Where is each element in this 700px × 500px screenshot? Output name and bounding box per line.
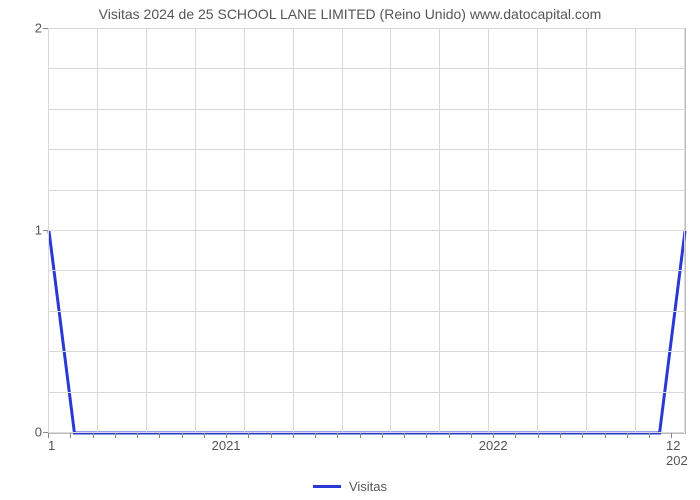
x-tick-label: 2022 <box>479 438 508 453</box>
grid-line-v <box>684 28 685 432</box>
grid-line-v <box>48 28 49 432</box>
y-tick-label: 2 <box>24 21 42 36</box>
x-tick-mark <box>70 433 71 438</box>
grid-line-h <box>48 230 684 231</box>
x-tick-mark <box>605 433 606 438</box>
grid-line-v <box>146 28 147 432</box>
grid-line-h <box>48 270 684 271</box>
grid-line-h <box>48 432 684 433</box>
series-line <box>49 29 685 433</box>
y-tick-mark <box>43 230 48 231</box>
y-tick-mark <box>43 28 48 29</box>
x-tick-mark <box>248 433 249 438</box>
x-tick-mark <box>159 433 160 438</box>
chart-title: Visitas 2024 de 25 SCHOOL LANE LIMITED (… <box>0 6 700 22</box>
x-tick-mark <box>93 433 94 438</box>
x-tick-mark <box>538 433 539 438</box>
grid-line-v <box>390 28 391 432</box>
grid-line-v <box>195 28 196 432</box>
grid-line-h <box>48 351 684 352</box>
x-tick-mark <box>115 433 116 438</box>
grid-line-h <box>48 68 684 69</box>
x-tick-mark <box>582 433 583 438</box>
grid-line-h <box>48 149 684 150</box>
grid-line-h <box>48 28 684 29</box>
x-tick-mark <box>271 433 272 438</box>
grid-line-h <box>48 392 684 393</box>
y-tick-label: 1 <box>24 223 42 238</box>
x-end-label: 12 202 <box>666 438 688 468</box>
grid-line-h <box>48 109 684 110</box>
grid-line-v <box>537 28 538 432</box>
grid-line-v <box>97 28 98 432</box>
x-start-label: 1 <box>48 438 55 453</box>
grid-line-v <box>439 28 440 432</box>
plot-area <box>48 28 686 434</box>
legend-label: Visitas <box>349 479 387 494</box>
grid-line-v <box>635 28 636 432</box>
grid-line-v <box>244 28 245 432</box>
x-tick-mark <box>382 433 383 438</box>
x-tick-mark <box>360 433 361 438</box>
x-tick-mark <box>449 433 450 438</box>
grid-line-h <box>48 190 684 191</box>
legend-swatch <box>313 485 341 488</box>
x-tick-mark <box>515 433 516 438</box>
x-tick-mark <box>137 433 138 438</box>
x-tick-mark <box>293 433 294 438</box>
x-tick-mark <box>337 433 338 438</box>
visits-chart: Visitas 2024 de 25 SCHOOL LANE LIMITED (… <box>0 0 700 500</box>
x-tick-mark <box>471 433 472 438</box>
x-tick-label: 2021 <box>212 438 241 453</box>
x-tick-mark <box>204 433 205 438</box>
x-tick-mark <box>649 433 650 438</box>
legend: Visitas <box>0 479 700 494</box>
grid-line-v <box>586 28 587 432</box>
x-tick-mark <box>404 433 405 438</box>
y-tick-label: 0 <box>24 425 42 440</box>
grid-line-h <box>48 311 684 312</box>
x-tick-mark <box>560 433 561 438</box>
x-tick-mark <box>315 433 316 438</box>
x-tick-mark <box>627 433 628 438</box>
x-tick-mark <box>426 433 427 438</box>
grid-line-v <box>342 28 343 432</box>
x-tick-mark <box>182 433 183 438</box>
grid-line-v <box>293 28 294 432</box>
grid-line-v <box>488 28 489 432</box>
